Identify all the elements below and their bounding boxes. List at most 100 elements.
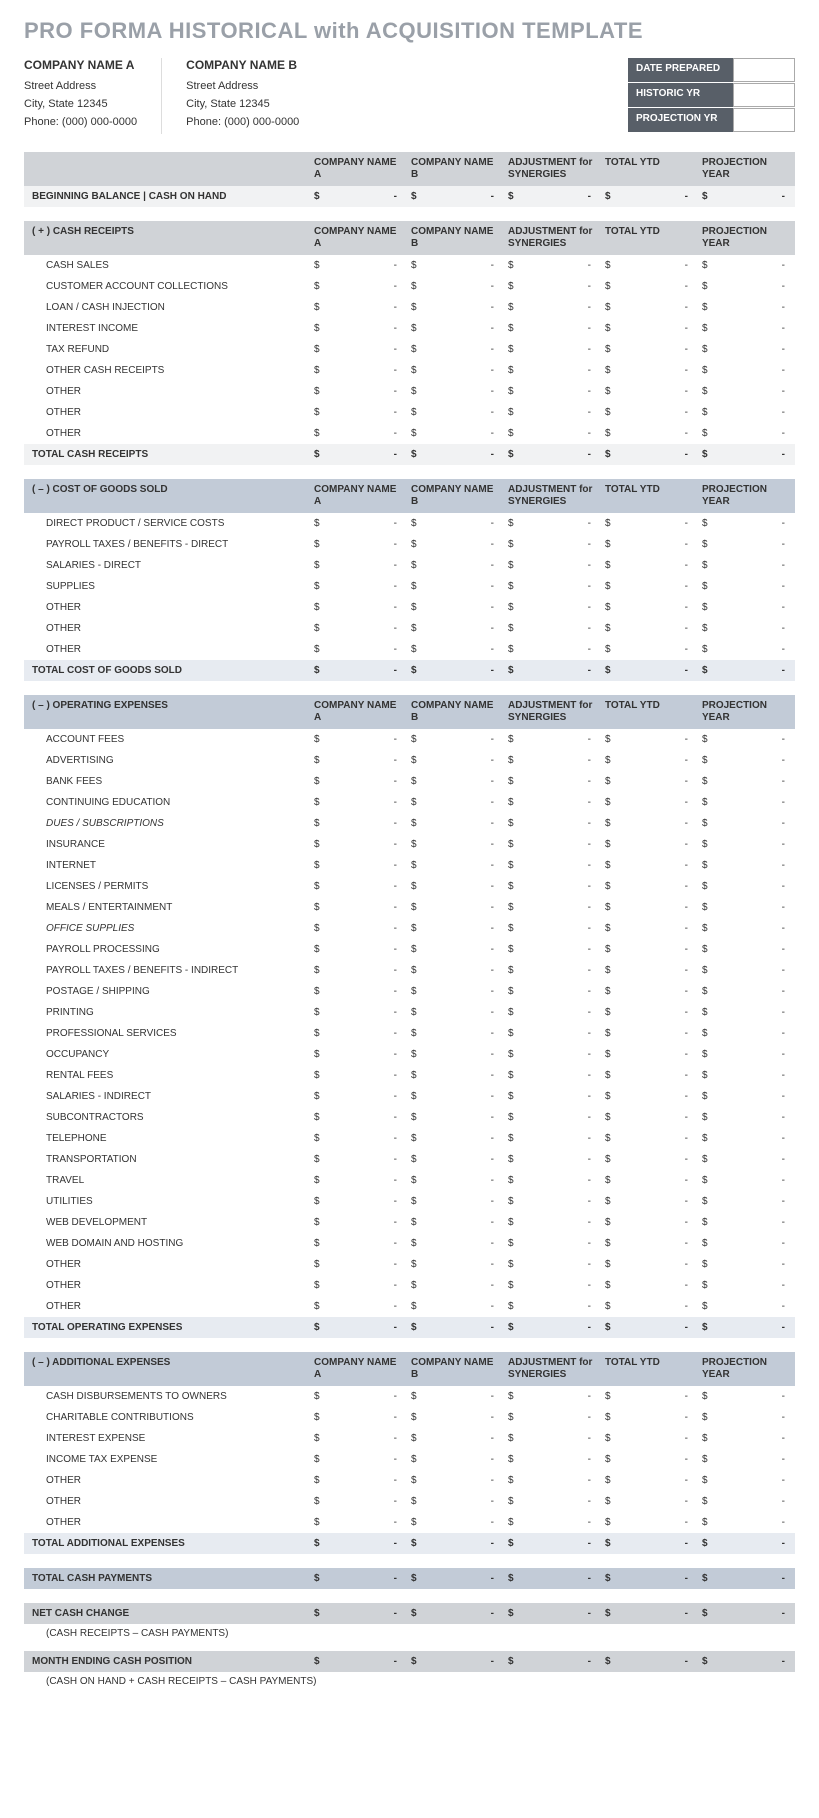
cell-value[interactable]: - [421, 729, 504, 750]
cell-value[interactable]: - [518, 534, 601, 555]
cell-value[interactable]: - [324, 1002, 407, 1023]
cell-value[interactable]: - [324, 813, 407, 834]
cell-value[interactable]: - [518, 639, 601, 660]
cell-value[interactable]: - [615, 1407, 698, 1428]
cell-value[interactable]: - [324, 918, 407, 939]
cell-value[interactable]: - [421, 918, 504, 939]
cell-value[interactable]: - [712, 1149, 795, 1170]
cell-value[interactable]: - [421, 960, 504, 981]
cell-value[interactable]: - [615, 1651, 698, 1672]
cell-value[interactable]: - [518, 1407, 601, 1428]
cell-value[interactable]: - [712, 981, 795, 1002]
cell-value[interactable]: - [615, 834, 698, 855]
cell-value[interactable]: - [518, 855, 601, 876]
cell-value[interactable]: - [615, 792, 698, 813]
cell-value[interactable]: - [324, 1491, 407, 1512]
cell-value[interactable]: - [712, 1170, 795, 1191]
cell-value[interactable]: - [615, 360, 698, 381]
cell-value[interactable]: - [615, 876, 698, 897]
cell-value[interactable]: - [518, 960, 601, 981]
cell-value[interactable]: - [615, 1170, 698, 1191]
cell-value[interactable]: - [518, 1044, 601, 1065]
cell-value[interactable]: - [615, 660, 698, 681]
cell-value[interactable]: - [518, 813, 601, 834]
cell-value[interactable]: - [421, 255, 504, 276]
cell-value[interactable]: - [615, 939, 698, 960]
cell-value[interactable]: - [518, 1533, 601, 1554]
cell-value[interactable]: - [712, 876, 795, 897]
cell-value[interactable]: - [518, 939, 601, 960]
cell-value[interactable]: - [518, 339, 601, 360]
cell-value[interactable]: - [615, 423, 698, 444]
cell-value[interactable]: - [712, 360, 795, 381]
cell-value[interactable]: - [421, 1512, 504, 1533]
cell-value[interactable]: - [324, 318, 407, 339]
cell-value[interactable]: - [324, 513, 407, 534]
cell-value[interactable]: - [324, 297, 407, 318]
cell-value[interactable]: - [421, 792, 504, 813]
cell-value[interactable]: - [421, 576, 504, 597]
cell-value[interactable]: - [615, 1491, 698, 1512]
cell-value[interactable]: - [421, 1449, 504, 1470]
cell-value[interactable]: - [518, 1428, 601, 1449]
cell-value[interactable]: - [421, 1533, 504, 1554]
cell-value[interactable]: - [615, 855, 698, 876]
cell-value[interactable]: - [518, 1491, 601, 1512]
cell-value[interactable]: - [712, 1386, 795, 1407]
cell-value[interactable]: - [324, 534, 407, 555]
cell-value[interactable]: - [421, 360, 504, 381]
cell-value[interactable]: - [518, 729, 601, 750]
cell-value[interactable]: - [421, 1651, 504, 1672]
cell-value[interactable]: - [421, 639, 504, 660]
cell-value[interactable]: - [324, 1651, 407, 1672]
cell-value[interactable]: - [518, 444, 601, 465]
cell-value[interactable]: - [615, 750, 698, 771]
cell-value[interactable]: - [518, 1023, 601, 1044]
cell-value[interactable]: - [615, 1212, 698, 1233]
cell-value[interactable]: - [324, 1470, 407, 1491]
cell-value[interactable]: - [712, 660, 795, 681]
cell-value[interactable]: - [615, 1428, 698, 1449]
cell-value[interactable]: - [712, 1512, 795, 1533]
cell-value[interactable]: - [712, 186, 795, 207]
cell-value[interactable]: - [518, 1603, 601, 1624]
cell-value[interactable]: - [615, 639, 698, 660]
cell-value[interactable]: - [324, 1603, 407, 1624]
cell-value[interactable]: - [421, 1386, 504, 1407]
cell-value[interactable]: - [324, 1023, 407, 1044]
cell-value[interactable]: - [712, 402, 795, 423]
cell-value[interactable]: - [324, 1407, 407, 1428]
cell-value[interactable]: - [712, 255, 795, 276]
cell-value[interactable]: - [324, 444, 407, 465]
cell-value[interactable]: - [421, 1002, 504, 1023]
cell-value[interactable]: - [615, 186, 698, 207]
cell-value[interactable]: - [615, 381, 698, 402]
cell-value[interactable]: - [324, 1149, 407, 1170]
cell-value[interactable]: - [712, 939, 795, 960]
cell-value[interactable]: - [421, 1212, 504, 1233]
cell-value[interactable]: - [421, 297, 504, 318]
cell-value[interactable]: - [518, 750, 601, 771]
cell-value[interactable]: - [421, 1128, 504, 1149]
cell-value[interactable]: - [712, 1002, 795, 1023]
date-input[interactable] [733, 58, 795, 82]
cell-value[interactable]: - [421, 1149, 504, 1170]
cell-value[interactable]: - [518, 381, 601, 402]
cell-value[interactable]: - [518, 1065, 601, 1086]
cell-value[interactable]: - [615, 771, 698, 792]
cell-value[interactable]: - [518, 576, 601, 597]
cell-value[interactable]: - [712, 1065, 795, 1086]
cell-value[interactable]: - [518, 1651, 601, 1672]
cell-value[interactable]: - [518, 1386, 601, 1407]
cell-value[interactable]: - [324, 1170, 407, 1191]
date-input[interactable] [733, 83, 795, 107]
cell-value[interactable]: - [421, 1470, 504, 1491]
cell-value[interactable]: - [712, 618, 795, 639]
cell-value[interactable]: - [421, 276, 504, 297]
cell-value[interactable]: - [518, 1002, 601, 1023]
cell-value[interactable]: - [615, 1533, 698, 1554]
cell-value[interactable]: - [712, 1296, 795, 1317]
cell-value[interactable]: - [615, 981, 698, 1002]
cell-value[interactable]: - [712, 918, 795, 939]
cell-value[interactable]: - [421, 423, 504, 444]
